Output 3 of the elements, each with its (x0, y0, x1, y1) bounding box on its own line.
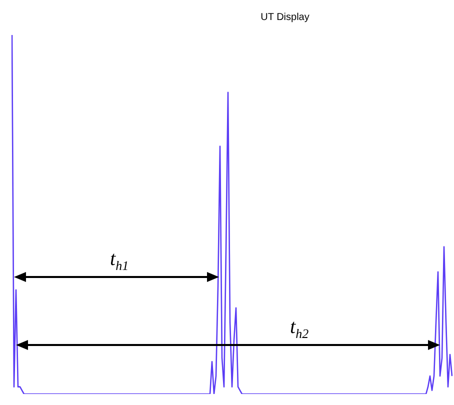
annotation: t$_{h2}$ (290, 316, 309, 342)
annotation: t$_{h1}$ (110, 248, 129, 274)
chart-title: UT Display (260, 12, 310, 23)
